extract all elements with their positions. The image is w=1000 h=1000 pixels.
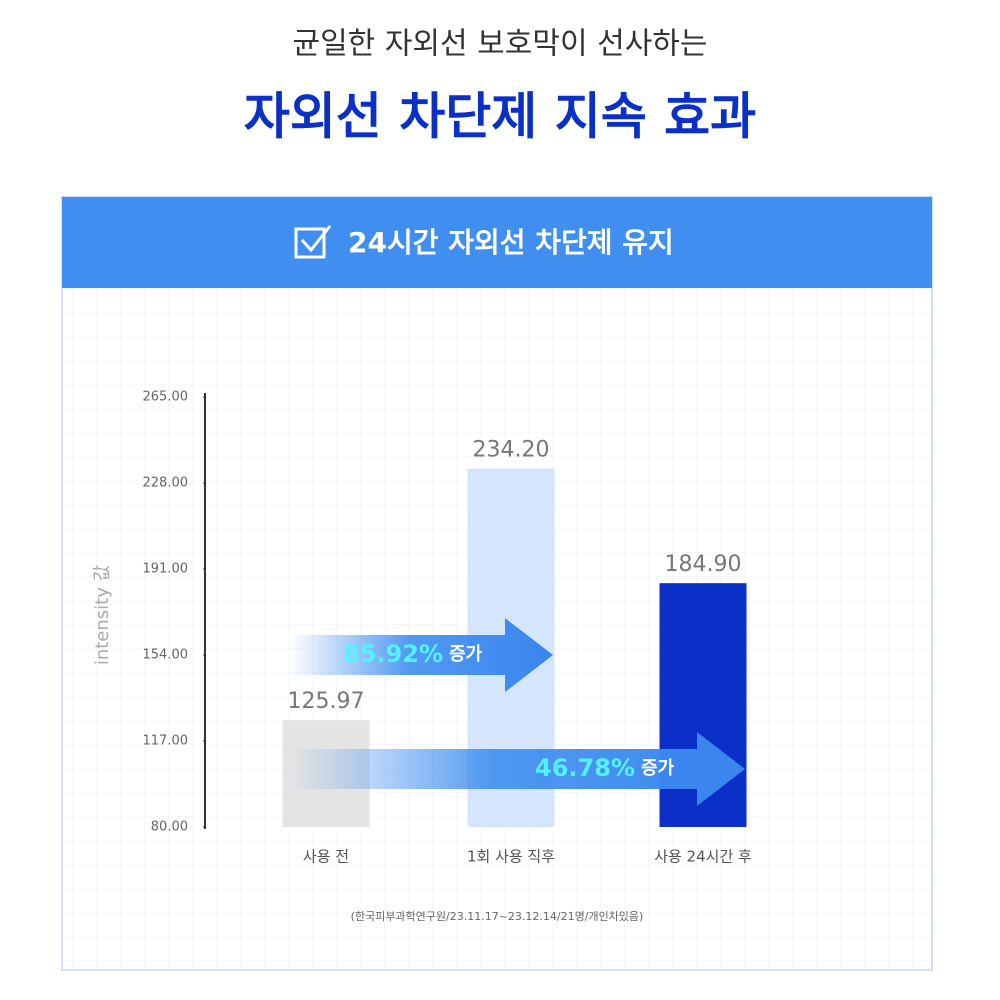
y-tick-label: 154.00: [143, 648, 189, 663]
value-label: 125.97: [288, 689, 365, 714]
arrow: [290, 618, 553, 692]
source-note: (한국피부과학연구원/23.11.17~23.12.14/21명/개인차있음): [351, 910, 644, 923]
y-tick-label: 265.00: [143, 390, 189, 405]
annotation-value: 85.92%: [343, 640, 443, 668]
value-label: 234.20: [473, 438, 550, 463]
y-tick-label: 117.00: [143, 734, 189, 749]
x-tick-label: 사용 24시간 후: [654, 848, 752, 866]
arrow: [290, 732, 745, 806]
y-tick-label: 191.00: [143, 562, 189, 577]
x-tick-label: 1회 사용 직후: [467, 848, 555, 866]
panel-title: 24시간 자외선 차단제 유지: [348, 226, 674, 259]
y-tick-label: 80.00: [151, 820, 188, 835]
annotation-text: 증가: [641, 758, 675, 779]
value-label: 184.90: [665, 552, 742, 577]
panel-header: [62, 197, 932, 288]
check-icon: [294, 225, 332, 259]
annotation-value: 46.78%: [535, 754, 635, 782]
y-axis-label: intensity 값: [92, 565, 113, 665]
title: 자외선 차단제 지속 효과: [244, 88, 756, 146]
x-tick-label: 사용 전: [303, 848, 349, 866]
annotation-text: 증가: [449, 644, 483, 665]
subtitle: 균일한 자외선 보호막이 선사하는: [292, 27, 707, 62]
y-tick-label: 228.00: [143, 476, 189, 491]
